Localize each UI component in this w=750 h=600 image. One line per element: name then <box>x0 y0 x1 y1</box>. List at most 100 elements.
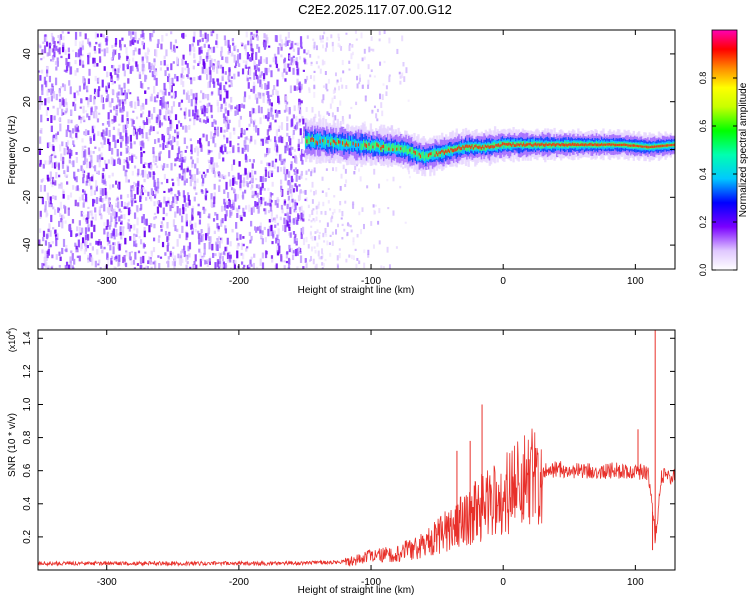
noise-cell <box>174 163 177 167</box>
noise-cell <box>45 210 48 218</box>
noise-cell <box>46 52 49 57</box>
noise-cell <box>283 265 286 269</box>
noise-cell <box>154 191 157 197</box>
noise-cell <box>284 78 287 82</box>
noise-cell <box>172 202 175 207</box>
noise-cell <box>369 74 372 78</box>
noise-cell <box>321 35 324 40</box>
noise-cell <box>40 114 43 123</box>
noise-cell <box>150 195 153 202</box>
noise-cell <box>117 65 121 71</box>
colorbar-tick-label: 0.4 <box>698 168 708 181</box>
signal-cell <box>439 151 443 155</box>
noise-cell <box>186 202 190 208</box>
noise-cell <box>70 109 73 115</box>
noise-cell <box>351 44 354 48</box>
signal-cell <box>632 144 636 147</box>
noise-cell <box>265 91 269 96</box>
noise-cell <box>69 130 72 138</box>
noise-cell <box>315 61 318 65</box>
noise-cell <box>60 86 63 89</box>
noise-cell <box>182 190 185 198</box>
noise-cell <box>116 92 119 98</box>
noise-cell <box>378 31 381 36</box>
noise-cell <box>264 250 268 259</box>
snr-line <box>38 428 675 567</box>
noise-cell <box>115 205 118 208</box>
noise-cell <box>294 233 297 238</box>
y-tick-label: 0.2 <box>22 530 33 544</box>
noise-cell <box>202 119 206 123</box>
noise-cell <box>39 184 43 192</box>
signal-cell <box>622 143 625 146</box>
signal-cell <box>634 144 637 147</box>
noise-cell <box>266 84 269 91</box>
noise-cell <box>321 248 324 254</box>
noise-cell <box>105 127 108 136</box>
noise-cell <box>135 156 138 160</box>
signal-cell <box>645 145 649 149</box>
noise-cell <box>83 82 86 90</box>
signal-cell <box>326 135 329 145</box>
noise-cell <box>194 228 197 233</box>
noise-cell <box>52 227 55 230</box>
noise-cell <box>66 61 70 66</box>
noise-cell <box>77 52 80 58</box>
noise-cell <box>125 175 128 183</box>
noise-cell <box>270 224 273 232</box>
signal-cell <box>641 145 645 148</box>
signal-cell <box>640 145 643 148</box>
noise-cell <box>58 47 61 55</box>
noise-cell <box>186 261 189 265</box>
noise-cell <box>133 181 136 185</box>
noise-cell <box>251 169 254 178</box>
noise-cell <box>243 211 246 217</box>
noise-cell <box>284 63 287 72</box>
signal-cell <box>604 143 608 146</box>
noise-cell <box>106 207 110 213</box>
noise-cell <box>311 199 314 204</box>
noise-cell <box>230 208 233 215</box>
noise-cell <box>138 37 141 41</box>
noise-cell <box>295 115 298 121</box>
noise-cell <box>265 34 268 41</box>
noise-cell <box>110 78 113 82</box>
signal-cell <box>352 141 355 146</box>
noise-cell <box>320 211 323 215</box>
noise-cell <box>41 87 44 96</box>
noise-cell <box>360 32 363 39</box>
noise-cell <box>252 262 255 269</box>
signal-cell <box>472 147 476 150</box>
noise-cell <box>105 163 108 170</box>
noise-cell <box>373 75 376 78</box>
noise-cell <box>300 46 303 49</box>
noise-cell <box>168 134 171 139</box>
noise-cell <box>56 232 59 238</box>
signal-cell <box>322 138 325 143</box>
snr-line-series <box>38 330 675 567</box>
noise-cell <box>190 144 193 151</box>
signal-cell <box>648 146 651 149</box>
noise-cell <box>223 136 226 140</box>
y-tick-label: 1.0 <box>22 397 33 411</box>
signal-cell <box>649 146 653 149</box>
noise-cell <box>89 177 92 182</box>
y-tick-label: 20 <box>22 96 33 108</box>
noise-cell <box>126 194 130 198</box>
noise-cell <box>325 83 328 90</box>
signal-cell <box>586 144 589 147</box>
noise-cell <box>112 64 115 72</box>
noise-cell <box>153 67 156 75</box>
noise-cell <box>282 75 285 80</box>
noise-cell <box>236 232 239 239</box>
noise-cell <box>89 94 92 103</box>
noise-cell <box>97 89 100 98</box>
noise-cell <box>121 114 124 123</box>
noise-cell <box>339 185 342 191</box>
noise-cell <box>99 187 102 191</box>
noise-cell <box>184 67 187 71</box>
noise-cell <box>367 84 370 89</box>
noise-cell <box>169 124 172 129</box>
noise-cell <box>97 263 100 266</box>
